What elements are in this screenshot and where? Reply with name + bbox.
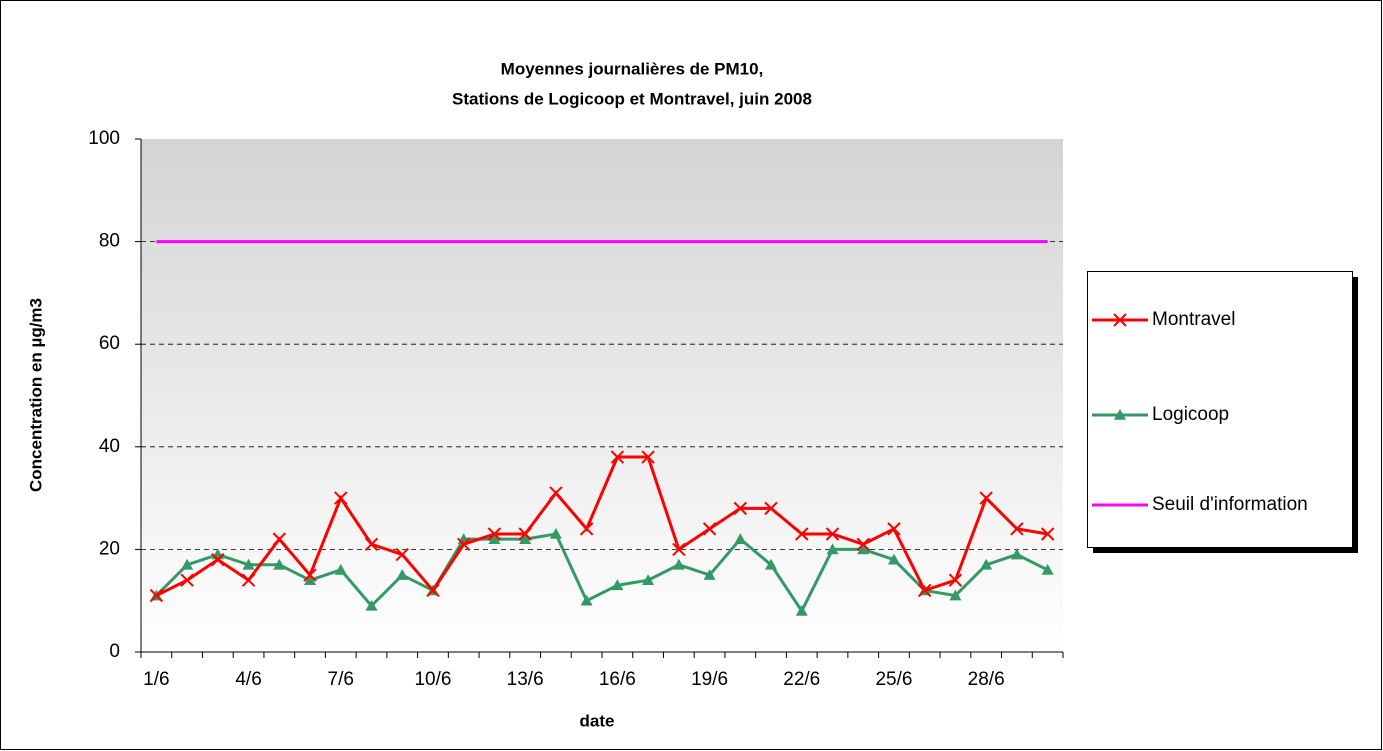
x-tick-label: 13/6 bbox=[507, 669, 544, 690]
point bbox=[181, 558, 194, 570]
legend-marker bbox=[1113, 313, 1127, 327]
point bbox=[456, 537, 471, 551]
point bbox=[980, 558, 993, 570]
point bbox=[610, 450, 625, 464]
point bbox=[703, 569, 716, 580]
point bbox=[979, 491, 993, 505]
point bbox=[242, 558, 255, 570]
y-tick-label: 40 bbox=[99, 436, 120, 457]
x-tick-label: 1/6 bbox=[143, 669, 169, 690]
point bbox=[702, 522, 717, 536]
x-tick-label: 10/6 bbox=[414, 669, 451, 690]
point bbox=[365, 599, 378, 611]
chart-subtitle: Stations de Logicoop et Montravel, juin … bbox=[452, 89, 812, 108]
x-axis-label: date bbox=[580, 711, 615, 730]
point bbox=[948, 573, 963, 587]
point bbox=[795, 527, 809, 541]
point bbox=[826, 543, 839, 555]
y-tick-label: 20 bbox=[99, 538, 120, 559]
point bbox=[1041, 563, 1054, 575]
point bbox=[1040, 527, 1055, 541]
point bbox=[825, 527, 840, 541]
point bbox=[518, 527, 532, 541]
point bbox=[334, 563, 347, 575]
point bbox=[734, 533, 747, 544]
y-tick-label: 0 bbox=[109, 641, 120, 662]
point bbox=[580, 594, 593, 606]
x-tick-label: 7/6 bbox=[328, 669, 354, 690]
y-tick-label: 80 bbox=[99, 231, 120, 252]
point bbox=[887, 522, 901, 536]
x-tick-label: 25/6 bbox=[875, 669, 912, 690]
point bbox=[856, 537, 870, 551]
point bbox=[733, 501, 748, 516]
y-axis-label: Concentration en µg/m3 bbox=[26, 298, 45, 492]
point bbox=[149, 588, 164, 603]
legend-label: Logicoop bbox=[1152, 404, 1229, 425]
chart-title: Moyennes journalières de PM10, bbox=[501, 59, 764, 78]
point bbox=[764, 501, 778, 516]
point bbox=[672, 558, 685, 570]
point bbox=[488, 533, 501, 544]
point bbox=[579, 522, 594, 536]
x-tick-label: 19/6 bbox=[691, 669, 728, 690]
y-tick-label: 60 bbox=[99, 333, 120, 354]
point bbox=[549, 486, 563, 500]
point bbox=[364, 537, 379, 551]
point bbox=[949, 589, 962, 601]
point bbox=[857, 543, 870, 555]
point bbox=[396, 569, 409, 580]
point bbox=[487, 527, 502, 541]
point bbox=[611, 579, 624, 591]
point bbox=[672, 542, 686, 557]
x-tick-label: 28/6 bbox=[968, 669, 1005, 690]
legend-label: Seuil d'information bbox=[1152, 494, 1308, 515]
point bbox=[887, 553, 900, 565]
point bbox=[180, 573, 194, 587]
x-tick-label: 22/6 bbox=[783, 669, 820, 690]
plot-area bbox=[141, 139, 1063, 652]
point bbox=[334, 491, 348, 505]
point bbox=[303, 568, 317, 582]
point bbox=[642, 574, 655, 585]
y-tick-label: 100 bbox=[88, 128, 120, 149]
point bbox=[1010, 548, 1023, 560]
point bbox=[917, 583, 932, 598]
legend-label: Montravel bbox=[1152, 309, 1235, 330]
point bbox=[241, 573, 256, 587]
point bbox=[211, 552, 225, 567]
x-tick-label: 16/6 bbox=[599, 669, 636, 690]
point bbox=[519, 533, 532, 544]
x-tick-label: 4/6 bbox=[235, 669, 261, 690]
point bbox=[1010, 522, 1024, 536]
point bbox=[304, 574, 317, 585]
point bbox=[395, 547, 409, 562]
point bbox=[426, 583, 440, 598]
point bbox=[272, 532, 287, 546]
series-line bbox=[155, 532, 1049, 614]
point bbox=[549, 528, 562, 539]
point bbox=[765, 558, 778, 570]
point bbox=[273, 558, 286, 570]
legend bbox=[1087, 271, 1353, 548]
point bbox=[795, 604, 808, 616]
legend-marker bbox=[1114, 409, 1126, 420]
point bbox=[641, 450, 655, 464]
